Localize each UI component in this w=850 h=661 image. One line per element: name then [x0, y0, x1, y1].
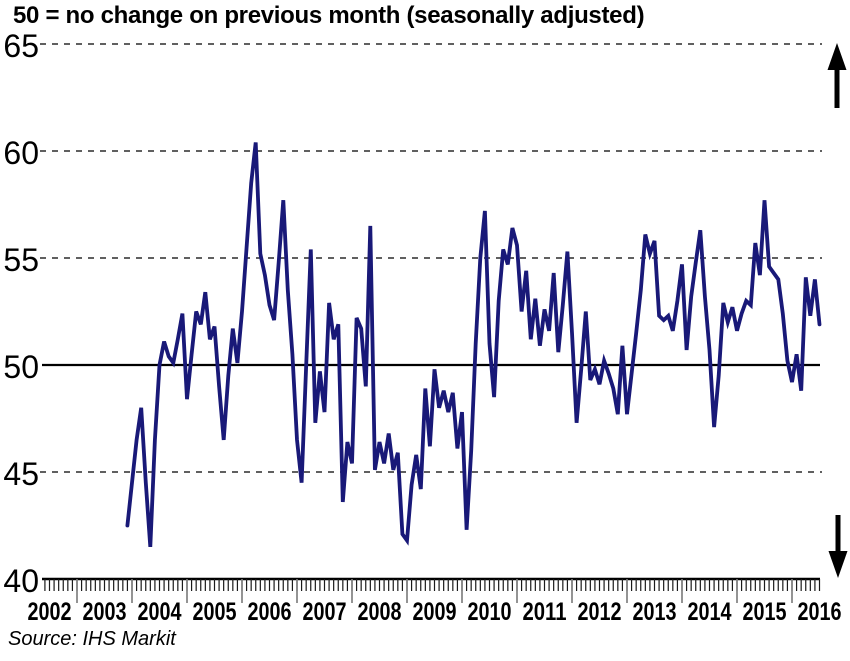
y-axis-tick-label: 55: [3, 242, 39, 278]
down-arrow-icon: [828, 515, 848, 578]
x-axis-year-label: 2002: [28, 598, 72, 626]
x-axis-year-label: 2008: [358, 598, 402, 626]
x-axis-year-label: 2010: [468, 598, 512, 626]
up-arrow-icon: [827, 43, 847, 108]
axis-labels-layer: 40 45 50 55 60 65 2002 2003 2004 2005 2006 2007 2008…: [3, 28, 841, 626]
x-axis-year-label: 2015: [743, 598, 787, 626]
x-axis-year-label: 2014: [688, 598, 732, 626]
series-layer: [125, 142, 822, 548]
y-axis-tick-label: 65: [3, 28, 39, 64]
y-axis-tick-label: 50: [3, 349, 39, 385]
x-axis-year-label: 2016: [798, 598, 842, 626]
x-axis-year-label: 2004: [138, 598, 182, 626]
x-axis-year-label: 2009: [413, 598, 457, 626]
y-axis-tick-label: 60: [3, 135, 39, 171]
x-axis-year-label: 2013: [633, 598, 677, 626]
y-axis-tick-label: 45: [3, 456, 39, 492]
y-axis-tick-label: 40: [3, 563, 39, 599]
gridlines-layer: [40, 43, 822, 473]
data-series-line: [125, 142, 822, 548]
x-axis-year-label: 2006: [248, 598, 292, 626]
x-axis-year-label: 2011: [523, 598, 567, 626]
x-axis-year-label: 2005: [193, 598, 237, 626]
x-axis-year-label: 2003: [83, 598, 127, 626]
x-axis-year-label: 2012: [578, 598, 622, 626]
axis-layer: [42, 577, 821, 603]
chart-title: 50 = no change on previous month (season…: [13, 2, 645, 29]
x-axis-year-label: 2007: [303, 598, 347, 626]
source-note: Source: IHS Markit: [8, 628, 176, 650]
